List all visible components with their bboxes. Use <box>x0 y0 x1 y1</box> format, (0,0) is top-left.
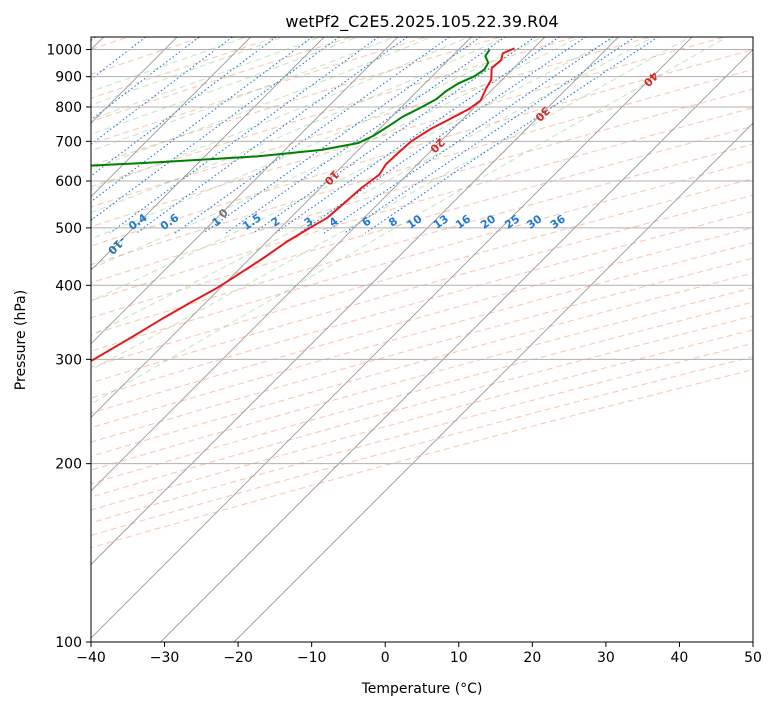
mixing-ratio-line <box>109 37 380 234</box>
y-axis-label: Pressure (hPa) <box>13 290 29 390</box>
x-tick-label: −30 <box>150 650 180 666</box>
mixing-ratio-line <box>203 37 482 234</box>
isotherm-line <box>91 37 399 345</box>
isotherm-label: 20 <box>427 135 447 155</box>
moist-adiabat <box>91 37 322 120</box>
x-tick-label: −10 <box>297 650 327 666</box>
chart-title: wetPf2_C2E5.2025.105.22.39.R04 <box>285 12 558 32</box>
dry-adiabat <box>91 242 753 429</box>
mixing-ratio-label: 1.5 <box>240 211 263 233</box>
mixing-ratio-label: 0.1 <box>20 211 43 233</box>
y-tick-label: 300 <box>55 352 82 368</box>
isotherm-line <box>159 48 753 642</box>
x-tick-label: 30 <box>597 650 615 666</box>
isotherm-line <box>91 37 546 492</box>
isotherm-line <box>91 37 252 198</box>
moist-adiabat <box>91 37 396 152</box>
mixing-ratio-label: 10 <box>404 212 424 232</box>
mixing-ratio-line <box>91 37 234 145</box>
isotherm-line <box>91 37 620 566</box>
dry-adiabat <box>91 315 753 498</box>
mixing-ratio-line <box>91 37 314 203</box>
mixing-ratio-label: 30 <box>524 212 544 232</box>
dry-adiabat <box>91 49 753 247</box>
mixing-ratio-line <box>253 37 536 234</box>
dry-adiabat <box>91 178 753 368</box>
dry-adiabat <box>91 160 753 352</box>
x-tick-label: −20 <box>223 650 253 666</box>
dry-adiabat <box>91 37 577 188</box>
isotherm-label: 40 <box>640 69 660 89</box>
dry-adiabat <box>0 35 60 656</box>
mixing-ratio-label: 0.6 <box>158 211 182 233</box>
x-tick-label: 50 <box>744 650 762 666</box>
mixing-ratio-label: 8 <box>386 215 400 230</box>
isotherm-label: -20 <box>5 260 28 283</box>
mixing-ratio-line <box>91 37 201 121</box>
dry-adiabat <box>91 37 428 145</box>
y-tick-label: 700 <box>55 134 82 150</box>
dry-adiabat <box>91 37 652 208</box>
x-axis-label: Temperature (°C) <box>361 681 483 697</box>
line-labels: 0.10.20.40.611.52346810131620253036-100-… <box>5 69 661 283</box>
mixing-ratio-label: 13 <box>431 212 451 231</box>
dry-adiabat <box>91 37 279 99</box>
dewpoint-line <box>91 48 491 167</box>
moist-adiabat <box>91 37 581 270</box>
dry-adiabat <box>91 342 753 524</box>
profile-lines <box>91 47 515 363</box>
mixing-ratio-label: 16 <box>453 212 473 232</box>
mixing-ratio-line <box>91 37 97 42</box>
moist-adiabat <box>91 37 470 191</box>
mixing-ratio-line <box>323 37 614 234</box>
dry-adiabat <box>91 287 753 471</box>
isotherm-label: 10 <box>321 168 341 188</box>
dry-adiabat <box>91 272 753 457</box>
mixing-ratio-label: 0.4 <box>126 211 150 233</box>
mixing-ratio-label: 4 <box>327 214 341 229</box>
y-tick-label: 400 <box>55 278 82 294</box>
y-tick-label: 800 <box>55 100 82 116</box>
isotherm-line <box>233 122 753 642</box>
dry-adiabat <box>91 143 753 336</box>
x-tick-label: 0 <box>381 650 390 666</box>
dry-adiabat <box>91 37 204 75</box>
x-tick-label: −40 <box>76 650 106 666</box>
y-tick-label: 100 <box>55 635 82 651</box>
moist-adiabat <box>91 37 618 302</box>
mixing-ratio-label: 20 <box>478 212 498 232</box>
mixing-ratio-label: 6 <box>360 214 374 229</box>
mixing-ratio-label: 3 <box>302 215 316 230</box>
isotherm-line <box>91 37 325 271</box>
moist-adiabat <box>91 37 728 405</box>
temperature-line <box>91 47 515 363</box>
axes: −40 −30 −20 −10 0 10 20 30 40 50 1000 900 800 700 600 5… <box>46 43 762 666</box>
x-tick-label: 40 <box>671 650 689 666</box>
x-tick-label: 10 <box>450 650 468 666</box>
moist-adiabat <box>91 37 248 93</box>
isotherm-label: -10 <box>105 234 128 257</box>
x-tick-label: 20 <box>523 650 541 666</box>
y-tick-label: 900 <box>55 70 82 86</box>
moist-adiabat <box>91 37 433 170</box>
mixing-ratio-label: 25 <box>502 212 522 231</box>
y-tick-label: 600 <box>55 174 82 190</box>
dry-adiabat <box>91 37 354 123</box>
moist-adiabat <box>91 37 507 214</box>
y-tick-label: 1000 <box>46 43 82 59</box>
mixing-ratio-line <box>91 37 341 221</box>
dry-adiabat <box>91 369 753 549</box>
mixing-ratio-label: 0.2 <box>72 211 95 233</box>
plot-frame <box>90 36 754 643</box>
mixing-ratio-line <box>275 37 561 234</box>
y-tick-label: 500 <box>55 221 82 237</box>
y-tick-label: 200 <box>55 457 82 473</box>
mixing-ratio-line <box>344 37 637 234</box>
mixing-ratio-line <box>136 37 409 234</box>
isotherm-line <box>91 37 693 639</box>
moist-adiabat <box>91 37 544 240</box>
mixing-ratio-line <box>91 37 277 177</box>
